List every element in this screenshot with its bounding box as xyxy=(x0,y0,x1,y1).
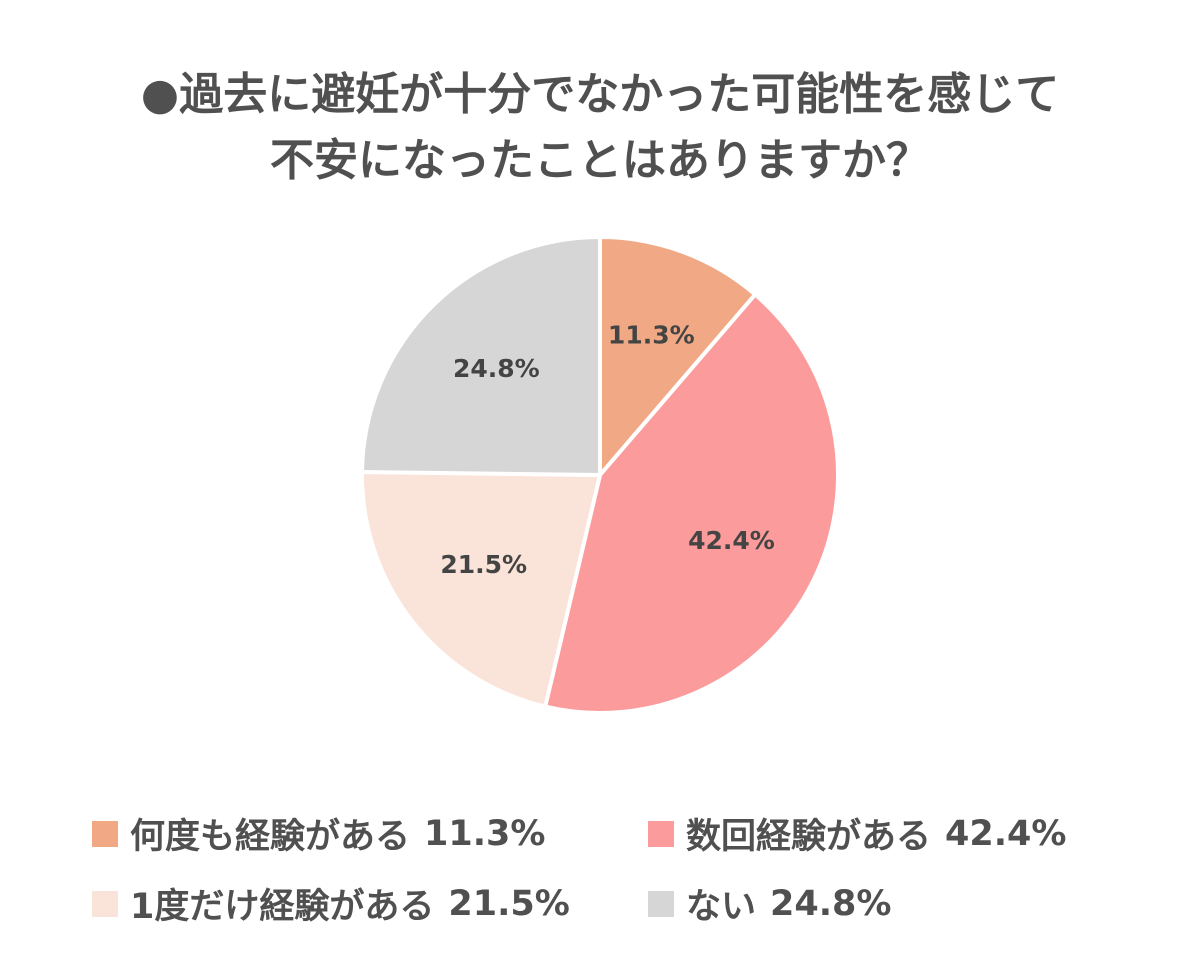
legend-item-several-times: 数回経験がある 42.4% xyxy=(648,808,1066,859)
chart-title-line-2: 不安になったことはありますか？ xyxy=(270,135,930,186)
legend-item-once: 1度だけ経験がある 21.5% xyxy=(92,878,570,929)
legend-swatch xyxy=(648,820,674,847)
legend-label: 何度も経験がある xyxy=(130,817,411,857)
legend-label: 数回経験がある xyxy=(686,817,932,857)
legend-value: 21.5% xyxy=(448,883,570,924)
legend-swatch xyxy=(648,890,674,917)
legend-swatch xyxy=(92,820,118,847)
legend-item-never: ない 24.8% xyxy=(648,878,891,929)
legend-swatch xyxy=(92,890,118,917)
slice-many-times xyxy=(598,235,758,477)
slice-label: 11.3% xyxy=(608,321,695,350)
legend-value: 24.8% xyxy=(770,883,892,924)
slice-label: 21.5% xyxy=(440,550,527,579)
legend-label: 1度だけ経験がある xyxy=(130,887,435,927)
slice-label: 24.8% xyxy=(453,354,540,383)
legend-value: 11.3% xyxy=(424,813,546,854)
legend-label: ない xyxy=(686,887,757,927)
legend-item-many-times: 何度も経験がある 11.3% xyxy=(92,808,545,859)
legend-value: 42.4% xyxy=(945,813,1067,854)
chart-title: ●過去に避妊が十分でなかった可能性を感じて 不安になったことはありますか？ xyxy=(0,62,1200,194)
slice-never xyxy=(360,235,602,477)
slice-label: 42.4% xyxy=(688,526,775,555)
slice-once xyxy=(360,470,602,709)
chart-title-line-1: ●過去に避妊が十分でなかった可能性を感じて xyxy=(140,69,1060,120)
slice-several-times xyxy=(543,292,840,715)
